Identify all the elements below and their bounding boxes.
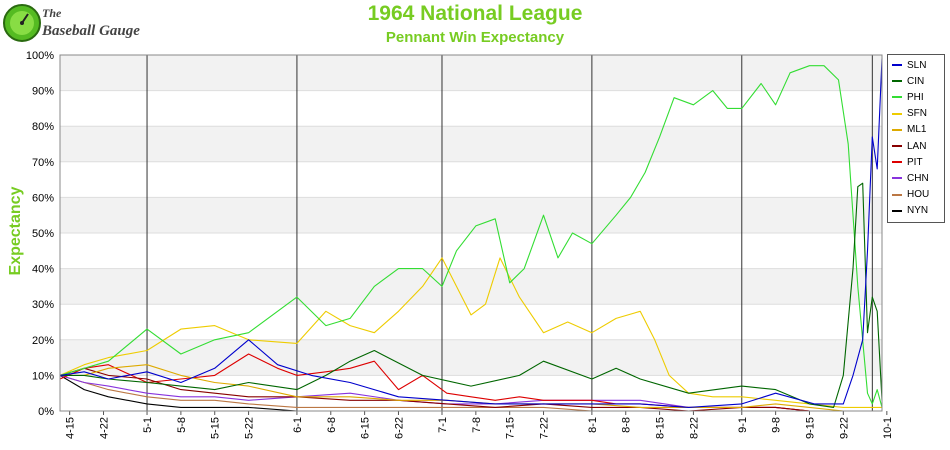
legend-swatch (892, 161, 902, 164)
legend-label: CHN (907, 172, 929, 184)
x-tick-label: 7-15 (505, 417, 517, 439)
legend-label: PHI (907, 91, 924, 103)
x-tick-label: 4-15 (65, 417, 77, 439)
legend-swatch (892, 96, 902, 99)
x-tick-label: 5-1 (142, 417, 154, 433)
legend-swatch (892, 80, 902, 83)
legend-item-nyn: NYN (888, 203, 944, 219)
plot-band (60, 197, 882, 233)
legend-swatch (892, 145, 902, 148)
legend-swatch (892, 112, 902, 115)
y-tick-label: 10% (32, 370, 54, 382)
x-tick-label: 9-8 (771, 417, 783, 433)
plot-band (60, 55, 882, 91)
series-line-cin (60, 182, 883, 408)
legend-label: HOU (907, 189, 930, 201)
month-divider-lines (146, 55, 873, 411)
legend: SLN CIN PHI SFN ML1 LAN PIT CHN HOU NYN (887, 54, 945, 223)
y-tick-label: 80% (32, 121, 54, 133)
legend-item-phi: PHI (888, 89, 944, 105)
y-tick-labels: 0% 10% 20% 30% 40% 50% 60% 70% 80% 90% 100% (26, 50, 54, 418)
x-tick-label: 7-1 (437, 417, 449, 433)
x-tick-label: 6-8 (326, 417, 338, 433)
legend-item-sln: SLN (888, 57, 944, 73)
legend-swatch (892, 193, 902, 196)
plot-band (60, 268, 882, 305)
x-tick-label: 9-1 (737, 417, 749, 433)
x-tick-label: 6-15 (360, 417, 372, 439)
legend-label: SLN (907, 59, 927, 71)
legend-item-pit: PIT (888, 154, 944, 170)
plot-frame (59, 54, 883, 412)
legend-label: SFN (907, 108, 927, 120)
legend-label: NYN (907, 205, 929, 217)
y-axis-label: Expectancy (7, 186, 24, 276)
series-line-sln (59, 58, 883, 408)
legend-item-hou: HOU (888, 187, 944, 203)
legend-item-sfn: SFN (888, 106, 944, 122)
y-tick-label: 50% (32, 228, 54, 240)
x-tick-label: 6-1 (292, 417, 304, 433)
legend-label: PIT (907, 156, 923, 168)
legend-item-ml1: ML1 (888, 122, 944, 138)
plot-bands (60, 55, 882, 376)
x-tick-label: 6-22 (393, 417, 405, 439)
y-tick-label: 0% (38, 406, 54, 418)
legend-label: CIN (907, 75, 925, 87)
x-tick-labels: 4-15 4-22 5-1 5-8 5-15 5-22 6-1 6-8 6-15 6-22 7-1 7… (65, 411, 894, 439)
legend-item-cin: CIN (888, 73, 944, 89)
logo-line2: Baseball Gauge (41, 23, 140, 39)
legend-item-chn: CHN (888, 170, 944, 186)
legend-label: LAN (907, 140, 927, 152)
x-tick-label: 8-8 (621, 417, 633, 433)
baseball-gauge-logo: The Baseball Gauge (3, 4, 140, 42)
x-tick-label: 7-22 (539, 417, 551, 439)
y-tick-label: 20% (32, 335, 54, 347)
legend-item-lan: LAN (888, 138, 944, 154)
x-tick-label: 8-22 (688, 417, 700, 439)
x-tick-label: 7-8 (471, 417, 483, 433)
x-tick-label: 5-15 (210, 417, 222, 439)
series-line-phi (59, 65, 883, 408)
y-tick-label: 30% (32, 299, 54, 311)
legend-swatch (892, 128, 902, 131)
y-tick-label: 100% (26, 50, 54, 62)
series-line-lan (59, 367, 882, 412)
plot-band (60, 126, 882, 162)
chart-title: 1964 National League (367, 2, 583, 25)
y-tick-label: 70% (32, 157, 54, 169)
chart-subtitle: Pennant Win Expectancy (385, 29, 565, 46)
legend-swatch (892, 177, 902, 180)
series-line-sfn (59, 257, 882, 408)
y-tick-label: 60% (32, 192, 54, 204)
x-tick-label: 4-22 (99, 417, 111, 439)
x-tick-label: 8-1 (587, 417, 599, 433)
x-tick-label: 9-15 (804, 417, 816, 439)
x-tick-label: 5-8 (176, 417, 188, 433)
logo-line1: The (42, 6, 62, 20)
legend-swatch (892, 209, 902, 212)
y-tick-label: 90% (32, 86, 54, 98)
x-tick-label: 9-22 (838, 417, 850, 439)
plot-band (60, 339, 882, 376)
x-tick-label: 5-22 (244, 417, 256, 439)
x-tick-label: 8-15 (655, 417, 667, 439)
legend-swatch (892, 64, 902, 67)
legend-label: ML1 (907, 124, 927, 136)
x-tick-label: 10-1 (882, 417, 894, 439)
y-tick-label: 40% (32, 264, 54, 276)
